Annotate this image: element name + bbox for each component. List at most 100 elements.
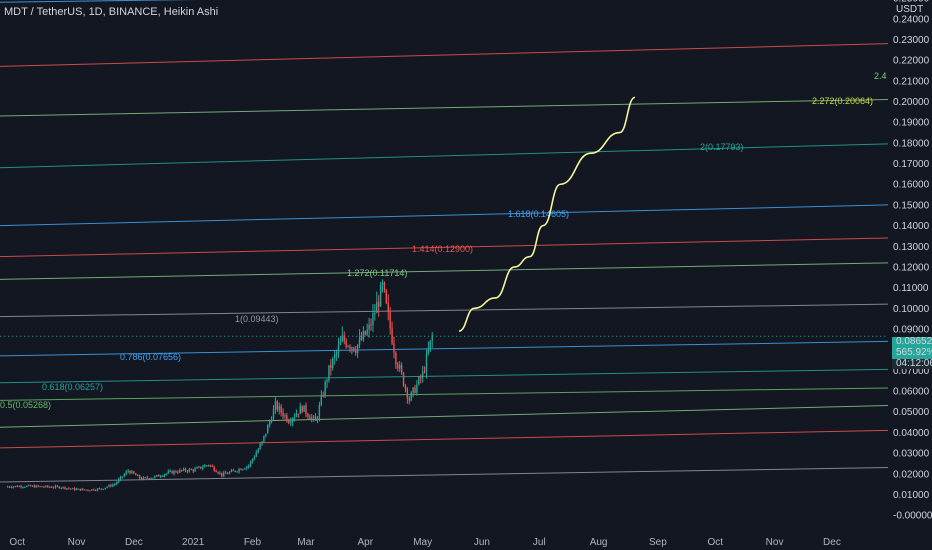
price-tick-label: 0.04000: [893, 428, 930, 439]
candle-body: [138, 475, 141, 479]
price-tick-label: 0.11000: [893, 283, 929, 294]
trendline: [0, 405, 889, 428]
price-tick-label: 0.23000: [893, 35, 930, 46]
trendline: [0, 429, 889, 449]
time-tick-label: Feb: [244, 537, 262, 548]
candle-body: [427, 349, 430, 354]
candle-body: [167, 471, 169, 474]
candle-body: [322, 395, 324, 397]
candle-body: [421, 371, 424, 378]
candle-body: [148, 478, 150, 480]
candle-body: [376, 301, 378, 313]
candle-body: [364, 331, 366, 335]
candle-body: [133, 471, 135, 474]
candle-body: [150, 478, 152, 480]
time-tick-label: May: [413, 537, 432, 548]
candle-body: [330, 365, 332, 369]
candle-body: [52, 487, 55, 489]
fib-level-label: 2.272(0.20064): [812, 96, 873, 106]
candle-body: [8, 486, 11, 488]
candle-body: [66, 488, 68, 490]
candle-body: [391, 328, 393, 344]
candle-body: [286, 415, 288, 422]
candle-body: [39, 486, 41, 488]
price-tick-label: 0.02000: [893, 469, 930, 480]
trendline: [0, 387, 889, 401]
candle-body: [93, 489, 95, 491]
price-tick-label: 0.13000: [893, 242, 930, 253]
candle-body: [27, 485, 30, 487]
candle-body: [177, 472, 179, 474]
candle-body: [274, 401, 277, 410]
candle-body: [146, 477, 148, 479]
candle-body: [301, 406, 303, 412]
candle-body: [328, 365, 330, 381]
candle-body: [351, 347, 353, 349]
candle-body: [224, 472, 227, 474]
candle-body: [156, 475, 158, 477]
candle-body: [291, 418, 294, 423]
candle-body: [140, 478, 143, 480]
candle-body: [333, 354, 336, 359]
price-tick-label: 0.21000: [893, 76, 930, 87]
candle-body: [54, 485, 57, 488]
price-tick-label: 0.12000: [893, 262, 930, 273]
trendline: [0, 467, 889, 483]
candle-body: [311, 417, 313, 420]
candle-body: [175, 471, 177, 473]
candle-body: [89, 490, 91, 492]
trendline: [0, 0, 198, 3]
candle-body: [70, 488, 72, 490]
price-tick-label: -0.00000: [893, 511, 932, 522]
candle-body: [219, 472, 221, 474]
candle-body: [247, 465, 250, 467]
fib-level-label: 1.272(0.11714): [347, 268, 407, 278]
price-tick-label: 0.20000: [893, 97, 930, 108]
candle-body: [303, 405, 305, 412]
candle-body: [425, 353, 428, 372]
candle-body: [94, 490, 97, 492]
candle-body: [404, 385, 407, 389]
candle-body: [31, 485, 34, 487]
candle-body: [282, 412, 284, 417]
candle-body: [77, 488, 80, 490]
candle-body: [406, 388, 409, 399]
candle-body: [73, 488, 76, 490]
time-axis[interactable]: Oct Nov Dec 2021 Feb Mar Apr May Jun Jul Aug Sep Oct…: [9, 537, 840, 548]
candle-body: [64, 486, 66, 489]
candle-body: [408, 398, 410, 401]
candle-body: [6, 486, 9, 488]
candle-body: [412, 387, 414, 393]
candle-body: [416, 384, 418, 394]
price-tick-label: 0.10000: [893, 304, 930, 315]
candle-body: [355, 350, 357, 354]
candle-body: [429, 340, 432, 350]
trendline: [0, 43, 889, 67]
candle-body: [194, 468, 196, 472]
candle-body: [414, 387, 416, 394]
candle-body: [202, 467, 204, 469]
candle-body: [45, 485, 47, 487]
candle-body: [68, 488, 70, 490]
trendline: [0, 98, 889, 117]
candle-body: [343, 335, 345, 341]
candle-body: [169, 470, 171, 472]
candle-body: [106, 486, 108, 488]
candle-body: [182, 468, 185, 471]
current-price-label: 0.08652: [896, 336, 932, 347]
candle-body: [125, 471, 127, 475]
candle-body: [324, 382, 326, 396]
candle-body: [12, 486, 15, 488]
candle-body: [154, 476, 156, 478]
candle-body: [314, 416, 317, 421]
candle-body: [71, 488, 74, 490]
candle-body: [431, 335, 433, 341]
candle-body: [112, 484, 114, 487]
candle-body: [246, 466, 248, 469]
candle-body: [349, 346, 351, 349]
time-tick-label: Aug: [590, 537, 608, 548]
price-tick-label: 0.09000: [893, 325, 930, 336]
current-price-badge: 0.08652 565.92% 04:12:06: [892, 336, 932, 369]
